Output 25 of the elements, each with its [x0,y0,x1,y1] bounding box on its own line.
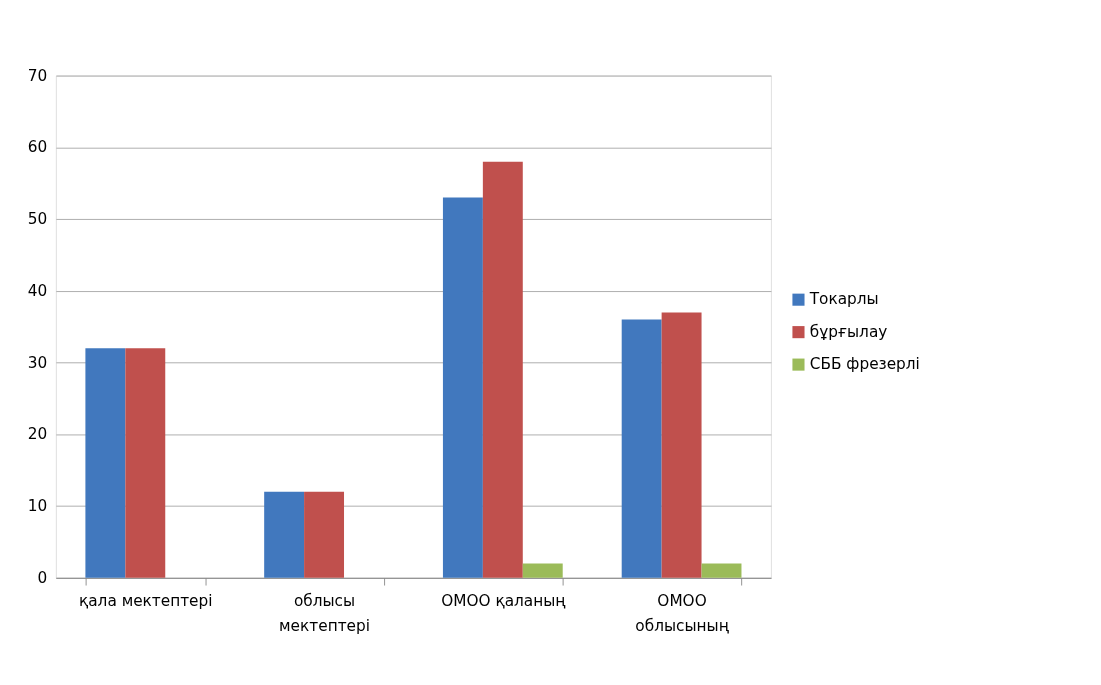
legend-label: бұрғылау [809,322,888,341]
y-tick-label: 60 [27,138,48,157]
bar [701,563,742,578]
bar [85,348,126,578]
y-tick-label: 0 [37,568,48,587]
x-tick-label: ОМОО қаланың [441,592,567,611]
bar [125,348,166,578]
y-tick-label: 30 [27,353,48,372]
legend-label: СББ фрезерлі [809,355,920,374]
y-tick-label: 20 [27,425,48,444]
bar [482,161,523,578]
bar [264,491,305,578]
y-tick-label: 70 [27,66,48,85]
bar [522,563,563,578]
bar [304,491,345,578]
legend-label: Токарлы [808,290,879,309]
bar [442,197,483,578]
bar [621,319,662,578]
y-tick-label: 10 [27,497,48,516]
x-tick-label: қала мектептері [78,592,213,611]
bar [661,312,702,578]
x-tick-label: облысы мектептері [279,592,370,636]
x-tick-label: ОМОО облысының [635,592,730,636]
y-tick-label: 40 [27,281,48,300]
y-tick-label: 50 [27,210,48,229]
